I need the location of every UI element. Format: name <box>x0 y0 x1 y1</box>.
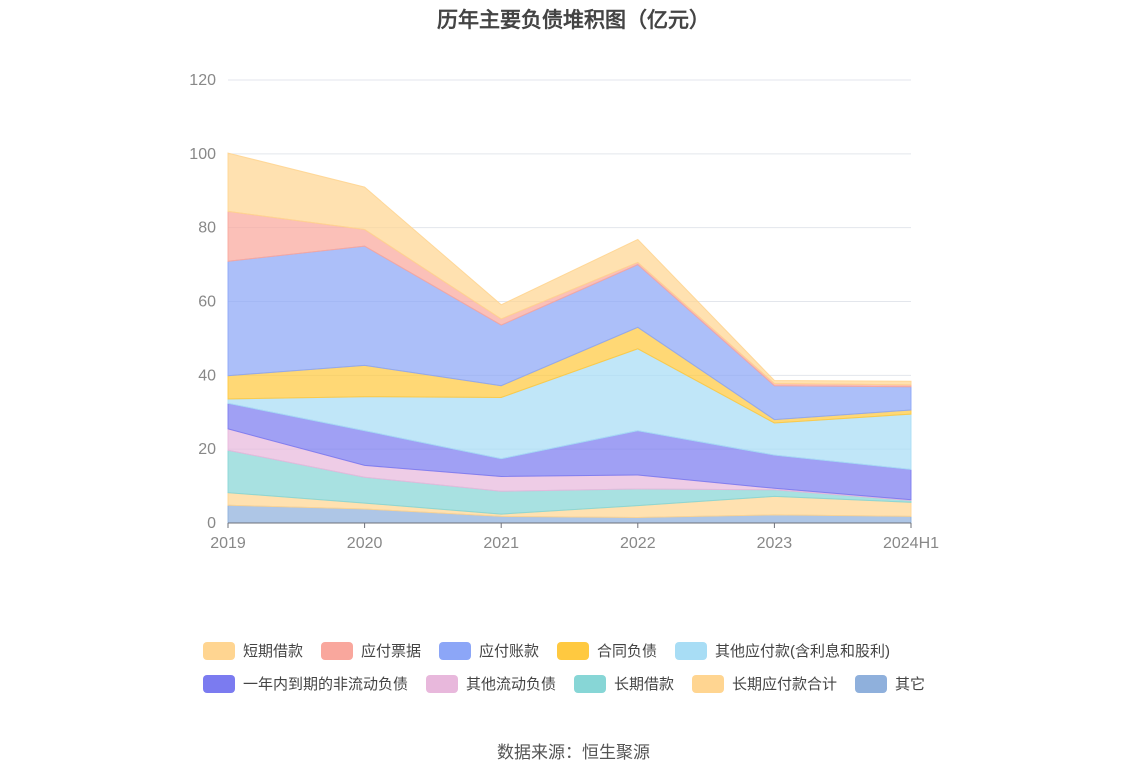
axes: 0 20 40 60 80 100 120 2019 2020 2021 2022 2023 2024H… <box>189 72 939 552</box>
legend-swatch <box>692 675 724 693</box>
legend-label: 应付账款 <box>479 642 539 660</box>
legend-swatch <box>574 675 606 693</box>
legend-swatch <box>855 675 887 693</box>
legend-label: 其他应付款(含利息和股利) <box>715 642 890 660</box>
legend-item-短期借款[interactable]: 短期借款 <box>203 642 303 660</box>
y-tick-label: 120 <box>189 72 216 89</box>
y-tick-label: 0 <box>207 515 216 532</box>
legend-label: 其它 <box>895 675 925 693</box>
legend-label: 短期借款 <box>243 643 303 660</box>
area-短期借款 <box>227 152 912 386</box>
legend-item-其它[interactable]: 其它 <box>855 675 925 693</box>
legend-swatch <box>557 642 589 660</box>
legend-swatch <box>439 642 471 660</box>
y-tick-label: 80 <box>198 220 216 237</box>
legend-item-合同负债[interactable]: 合同负债 <box>557 642 657 660</box>
legend-item-一年内到期的非流动负债[interactable]: 一年内到期的非流动负债 <box>203 675 408 693</box>
legend-label: 其他流动负债 <box>466 676 556 693</box>
legend-label: 合同负债 <box>597 643 657 660</box>
x-tick-label: 2021 <box>483 535 519 552</box>
legend-item-其他应付款(含利息和股利)[interactable]: 其他应付款(含利息和股利) <box>675 642 890 660</box>
data-source-note: 数据来源：恒生聚源 <box>497 743 650 762</box>
x-tick-label: 2020 <box>347 535 383 552</box>
legend-item-应付票据[interactable]: 应付票据 <box>321 642 421 660</box>
x-tick-label: 2019 <box>210 535 246 552</box>
legend-swatch <box>675 642 707 660</box>
legend-swatch <box>203 642 235 660</box>
y-tick-label: 40 <box>198 367 216 384</box>
legend-item-长期借款[interactable]: 长期借款 <box>574 675 674 693</box>
legend[interactable]: 短期借款 应付票据 应付账款 合同负债 其他应付款(含利息和股利) 一年内到期的非流动负债… <box>203 642 925 693</box>
y-tick-label: 20 <box>198 441 216 458</box>
legend-swatch <box>426 675 458 693</box>
legend-item-长期应付款合计[interactable]: 长期应付款合计 <box>692 675 837 693</box>
legend-label: 应付票据 <box>361 642 421 660</box>
legend-label: 长期借款 <box>614 676 674 693</box>
legend-label: 一年内到期的非流动负债 <box>243 676 408 693</box>
x-tick-label: 2023 <box>757 535 793 552</box>
area-series <box>227 152 912 524</box>
legend-item-其他流动负债[interactable]: 其他流动负债 <box>426 675 556 693</box>
y-tick-label: 100 <box>189 146 216 163</box>
legend-item-应付账款[interactable]: 应付账款 <box>439 642 539 660</box>
y-tick-label: 60 <box>198 294 216 311</box>
x-tick-label: 2022 <box>620 535 656 552</box>
legend-swatch <box>321 642 353 660</box>
chart-title: 历年主要负债堆积图（亿元） <box>437 9 710 32</box>
legend-swatch <box>203 675 235 693</box>
legend-label: 长期应付款合计 <box>732 675 837 693</box>
x-tick-label: 2024H1 <box>883 535 939 552</box>
